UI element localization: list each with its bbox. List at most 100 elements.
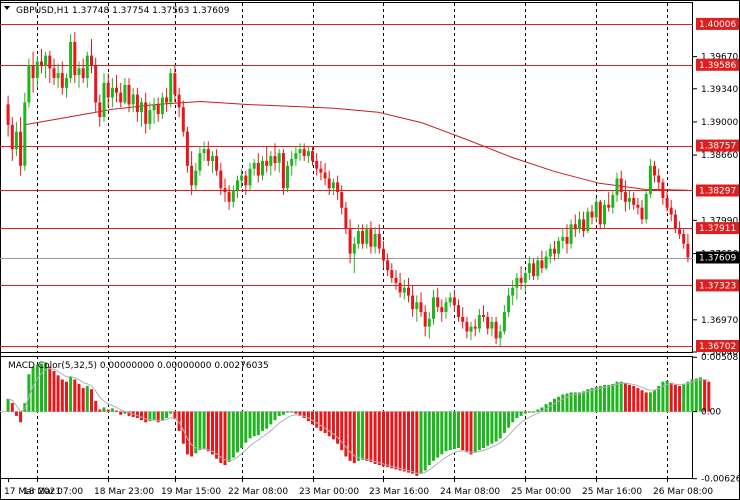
x-tick-label: 24 Mar 08:00 [440, 487, 500, 497]
candle-body [386, 260, 390, 271]
candle-body [623, 192, 627, 202]
candle-body [10, 124, 14, 150]
level-price-tag[interactable] [696, 222, 739, 235]
macd-bar [527, 411, 531, 413]
macd-bar [582, 391, 586, 412]
macd-bar [648, 392, 652, 412]
candle-body [219, 170, 223, 189]
current-price-tag [696, 251, 739, 264]
candle-body [498, 331, 502, 339]
candle-body [519, 277, 523, 283]
level-price-tag[interactable] [696, 58, 739, 71]
macd-bar [135, 411, 139, 418]
macd-bar [327, 411, 331, 437]
x-tick-label: 25 Mar 16:00 [582, 487, 642, 497]
candle-body [348, 229, 352, 254]
candle-body [615, 178, 619, 196]
candle-body [411, 295, 415, 310]
candle-body [419, 302, 423, 312]
macd-bar [85, 386, 89, 412]
macd-bar [477, 411, 481, 451]
macd-bar [661, 381, 665, 412]
level-price-tag[interactable] [696, 139, 739, 152]
candle-body [544, 256, 548, 269]
macd-bar [215, 411, 219, 459]
candle-body [94, 65, 98, 103]
candle-body [144, 102, 148, 124]
candle-body [486, 316, 490, 329]
macd-bar [52, 371, 56, 412]
x-tick-label: 19 Mar 15:00 [161, 487, 221, 497]
candle-body [586, 211, 590, 232]
macd-bar [507, 411, 511, 428]
macd-bar [348, 411, 352, 461]
candle-body [127, 84, 131, 105]
macd-panel-frame [0, 356, 693, 479]
macd-bar [373, 411, 377, 464]
y-tick-label: 1.39000 [701, 118, 738, 128]
macd-bar [669, 382, 673, 412]
macd-bar [432, 411, 435, 461]
candle-body [223, 188, 227, 193]
candle-body [582, 219, 586, 232]
y-tick-label: 1.36640 [701, 348, 738, 358]
candle-body [265, 160, 269, 166]
candle-body [573, 224, 577, 230]
candle-body [569, 224, 573, 244]
macd-bar [227, 411, 231, 462]
level-price-tag[interactable] [696, 279, 739, 292]
macd-bar [365, 411, 369, 461]
macd-bar [623, 382, 627, 412]
macd-bar [461, 411, 465, 451]
candle-body [502, 312, 506, 332]
chart-menu-arrow-icon[interactable] [4, 6, 10, 10]
candle-body [607, 204, 611, 208]
candle-body [69, 42, 73, 79]
candle-body [611, 195, 615, 208]
candle-body [302, 149, 306, 156]
level-price-tag[interactable] [696, 340, 739, 352]
x-tick-label: 18 Mar 23:00 [94, 487, 154, 497]
macd-bar [56, 375, 60, 412]
candle-body [298, 149, 302, 154]
candle-body [657, 175, 661, 183]
macd-bar [106, 409, 110, 412]
macd-bar [457, 411, 460, 448]
macd-bar [382, 411, 385, 467]
level-price-tag[interactable] [696, 184, 739, 197]
candle-body [327, 178, 331, 189]
candle-body [644, 194, 648, 220]
y-tick-label: 1.37990 [701, 216, 738, 226]
candle-body [373, 234, 377, 247]
macd-bar [302, 411, 306, 418]
candle-body [665, 198, 669, 208]
candle-body [461, 316, 465, 322]
macd-bar [277, 411, 281, 416]
candle-body [532, 263, 536, 276]
candle-body [661, 182, 665, 198]
candle-body [323, 172, 327, 179]
candle-body [557, 240, 561, 254]
macd-bar [60, 379, 64, 412]
macd-bar [598, 386, 602, 412]
candle-body [344, 207, 348, 230]
candle-body [290, 159, 294, 166]
macd-bar [123, 411, 127, 414]
level-price-tag[interactable] [696, 17, 739, 30]
macd-bar [561, 394, 565, 412]
macd-bar [315, 411, 319, 428]
macd-bar [686, 381, 690, 412]
macd-bar [586, 389, 590, 412]
candle-body [131, 94, 135, 105]
candle-body [377, 234, 381, 249]
macd-bar [486, 411, 490, 446]
candle-body [14, 131, 18, 150]
candle-body [415, 302, 419, 310]
level-price-tag-label: 1.40006 [699, 20, 736, 30]
candle-body [311, 151, 314, 161]
level-price-tag-label: 1.38757 [699, 142, 736, 152]
candle-body [457, 305, 460, 317]
macd-bar [465, 411, 469, 453]
candle-body [40, 61, 43, 66]
